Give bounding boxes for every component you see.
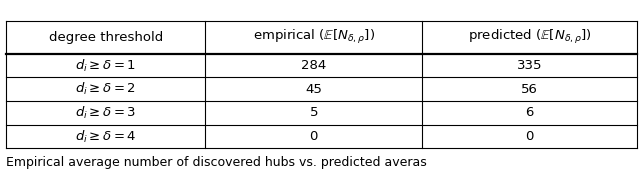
- Text: Empirical average number of discovered hubs vs. predicted averas: Empirical average number of discovered h…: [6, 156, 427, 169]
- Text: 56: 56: [521, 83, 538, 96]
- Text: empirical ($\mathbb{E}[N_{\delta,\rho}]$): empirical ($\mathbb{E}[N_{\delta,\rho}]$…: [253, 28, 375, 46]
- Text: $d_i \geq \delta = 1$: $d_i \geq \delta = 1$: [75, 58, 136, 74]
- Text: 6: 6: [525, 106, 534, 119]
- Text: $d_i \geq \delta = 4$: $d_i \geq \delta = 4$: [75, 128, 136, 144]
- Text: 5: 5: [310, 106, 318, 119]
- Text: 0: 0: [525, 130, 534, 143]
- Text: 0: 0: [310, 130, 318, 143]
- Text: 335: 335: [517, 59, 542, 72]
- Text: $d_i \geq \delta = 2$: $d_i \geq \delta = 2$: [75, 81, 136, 97]
- Text: $d_i \geq \delta = 3$: $d_i \geq \delta = 3$: [75, 105, 136, 121]
- Text: predicted ($\mathbb{E}[N_{\delta,\rho}]$): predicted ($\mathbb{E}[N_{\delta,\rho}]$…: [468, 28, 591, 46]
- Text: 284: 284: [301, 59, 326, 72]
- Text: degree threshold: degree threshold: [49, 31, 163, 44]
- Text: 45: 45: [305, 83, 322, 96]
